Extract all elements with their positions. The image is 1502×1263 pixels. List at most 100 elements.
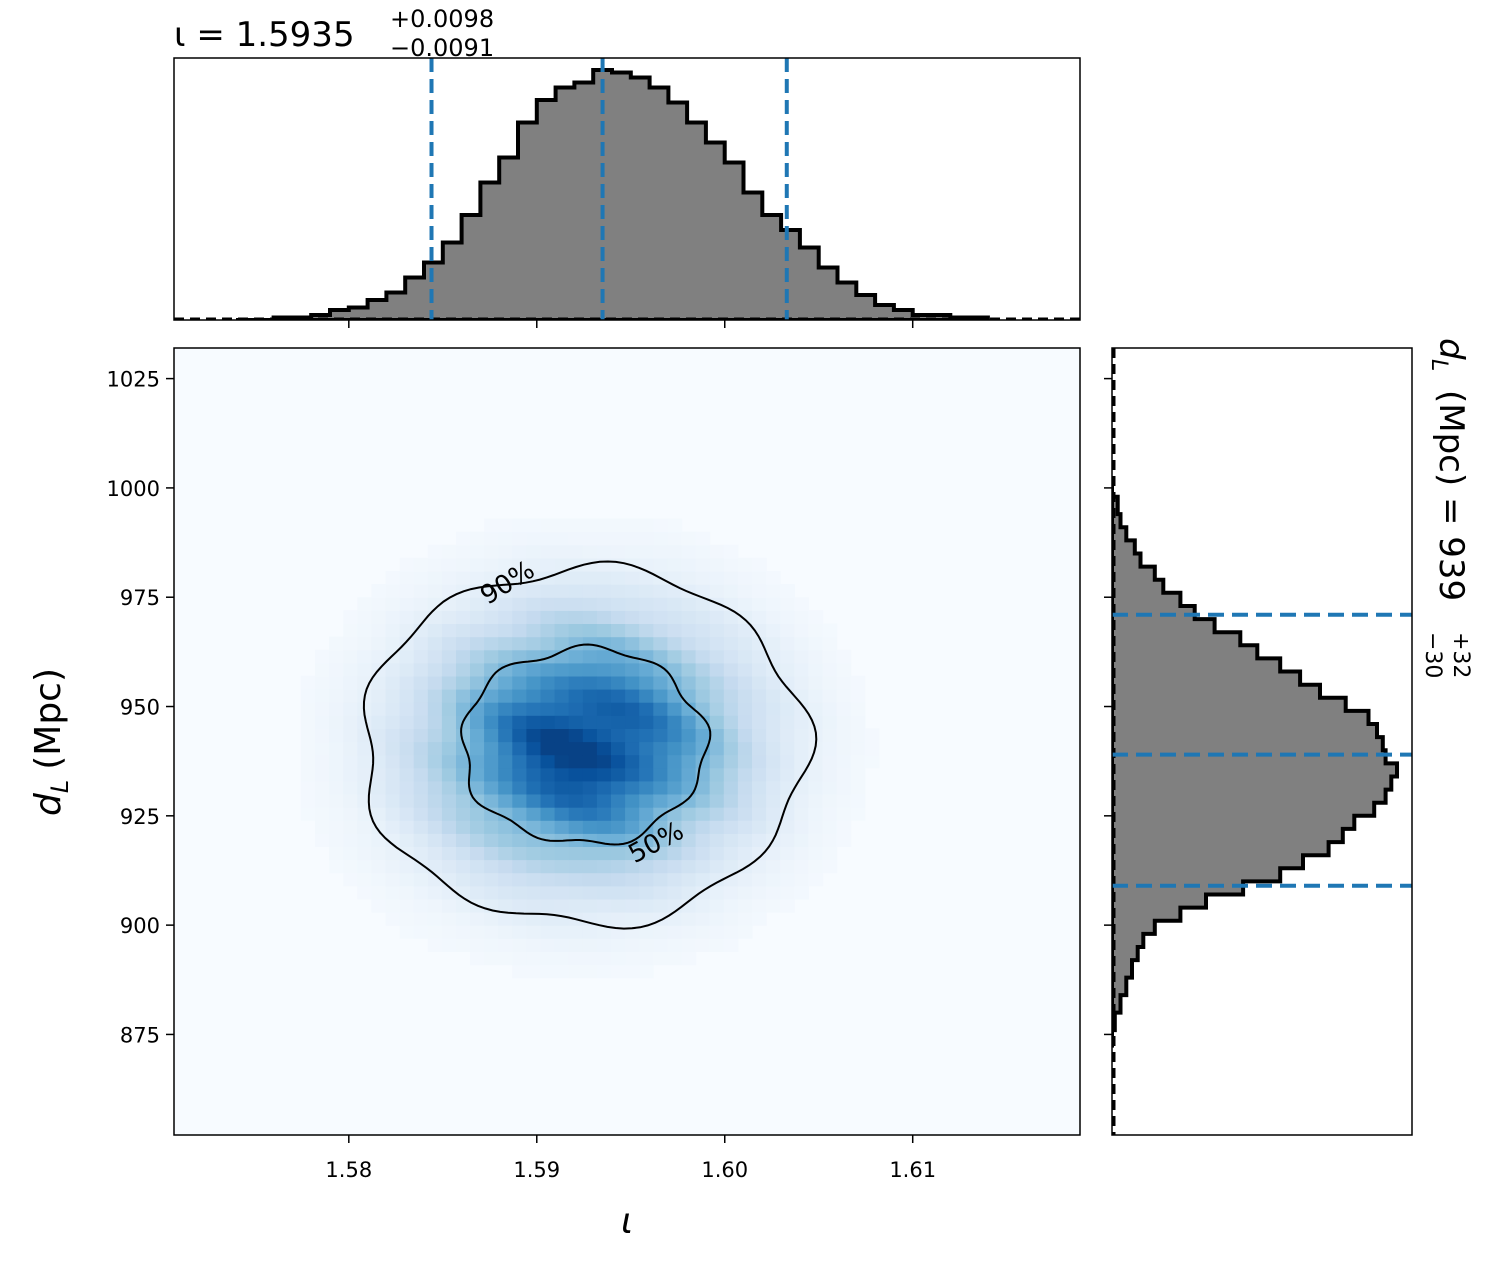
heatmap-cell (315, 702, 330, 716)
heatmap-cell (526, 964, 542, 979)
heatmap-cell (611, 820, 626, 834)
heatmap-cell (427, 754, 443, 769)
heatmap-cell (611, 597, 626, 611)
heatmap-cell (329, 662, 344, 677)
heatmap-cell (484, 584, 499, 598)
heatmap-cell (315, 780, 330, 795)
heatmap-cell (709, 807, 725, 821)
heatmap-cell (752, 820, 767, 834)
heatmap-cell (596, 675, 612, 690)
heatmap-cell (667, 689, 683, 703)
heatmap-cell (794, 885, 809, 900)
heatmap-cell (484, 767, 499, 782)
heatmap-cell (484, 846, 499, 861)
heatmap-cell (470, 675, 485, 690)
heatmap-cell (357, 741, 372, 756)
heatmap-cell (639, 557, 654, 572)
heatmap-cell (540, 702, 556, 716)
heatmap-cell (540, 597, 556, 611)
heatmap-cell (526, 531, 542, 546)
heatmap-cell (611, 715, 626, 729)
heatmap-cell (427, 807, 443, 821)
heatmap-cell (709, 833, 725, 847)
heatmap-cell (357, 662, 372, 677)
heatmap-cell (752, 754, 767, 769)
heatmap-cell (385, 597, 401, 611)
heatmap-cell (427, 728, 443, 743)
heatmap-cell (625, 518, 640, 533)
heatmap-cell (596, 728, 612, 743)
heatmap-cell (371, 610, 387, 624)
heatmap-cell (568, 728, 584, 743)
heatmap-cell (794, 833, 809, 847)
heatmap-cell (343, 872, 358, 887)
heatmap-cell (399, 925, 415, 939)
y-title-plus: +32 (1448, 632, 1473, 678)
heatmap-cell (526, 780, 542, 795)
heatmap-cell (737, 689, 753, 703)
heatmap-cell (737, 912, 753, 926)
heatmap-cell (752, 715, 767, 729)
heatmap-cell (582, 689, 598, 703)
heatmap-cell (540, 846, 556, 861)
heatmap-cell (582, 807, 598, 821)
heatmap-cell (582, 662, 598, 677)
heatmap-cell (582, 925, 598, 939)
heatmap-cell (639, 623, 654, 638)
heatmap-cell (484, 689, 499, 703)
heatmap-cell (441, 807, 457, 821)
heatmap-cell (808, 794, 824, 808)
heatmap-cell (611, 636, 626, 651)
heatmap-cell (540, 623, 556, 638)
heatmap-cell (780, 898, 795, 913)
heatmap-cell (456, 623, 471, 638)
heatmap-cell (709, 912, 725, 926)
heatmap-cell (399, 649, 415, 664)
heatmap-cell (554, 741, 570, 756)
heatmap-cell (441, 898, 457, 913)
heatmap-cell (427, 741, 443, 756)
heatmap-cell (653, 610, 668, 624)
heatmap-cell (625, 885, 640, 900)
heatmap-cell (300, 807, 316, 821)
heatmap-cell (470, 859, 485, 874)
heatmap-cell (315, 715, 330, 729)
y-tick-label: 900 (120, 914, 160, 938)
heatmap-cell (625, 728, 640, 743)
heatmap-cell (625, 702, 640, 716)
heatmap-cell (568, 623, 584, 638)
heatmap-cell (413, 571, 429, 585)
heatmap-cell (582, 623, 598, 638)
heatmap-cell (780, 715, 795, 729)
heatmap-cell (752, 689, 767, 703)
heatmap-cell (512, 951, 527, 966)
heatmap-cell (611, 807, 626, 821)
heatmap-cell (681, 531, 697, 546)
heatmap-cell (639, 597, 654, 611)
heatmap-cell (512, 780, 527, 795)
heatmap-cell (653, 728, 668, 743)
heatmap-cell (554, 597, 570, 611)
heatmap-cell (667, 754, 683, 769)
heatmap-cell (752, 872, 767, 887)
heatmap-cell (456, 780, 471, 795)
heatmap-cell (399, 715, 415, 729)
heatmap-cell (427, 846, 443, 861)
heatmap-cell (526, 898, 542, 913)
heatmap-cell (822, 662, 838, 677)
heatmap-cell (484, 833, 499, 847)
heatmap-cell (794, 597, 809, 611)
heatmap-cell (625, 544, 640, 559)
heatmap-cell (723, 741, 739, 756)
heatmap-cell (596, 938, 612, 952)
heatmap-cell (723, 780, 739, 795)
heatmap-cell (470, 662, 485, 677)
heatmap-cell (737, 780, 753, 795)
heatmap-cell (752, 794, 767, 808)
heatmap-cell (399, 859, 415, 874)
heatmap-cell (766, 741, 781, 756)
heatmap-cell (512, 807, 527, 821)
heatmap-cell (498, 925, 513, 939)
heatmap-cell (456, 636, 471, 651)
heatmap-cell (639, 859, 654, 874)
